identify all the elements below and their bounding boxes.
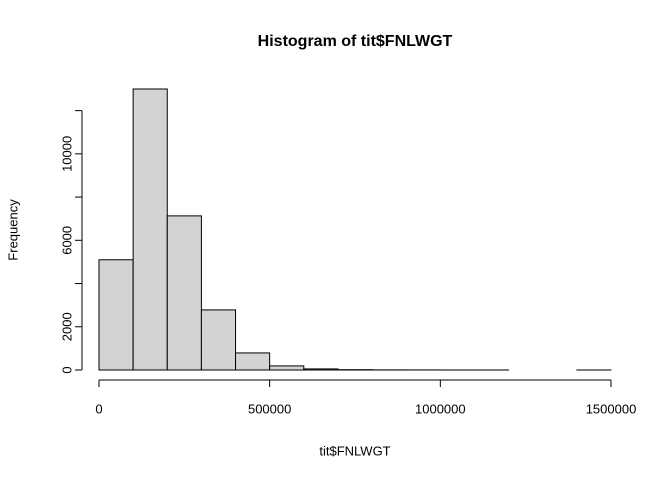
x-tick-label: 0 bbox=[95, 401, 102, 416]
y-tick-label: 0 bbox=[59, 366, 74, 373]
x-tick-label: 1000000 bbox=[415, 401, 466, 416]
y-axis-label: Frequency bbox=[5, 199, 20, 261]
bar bbox=[269, 365, 305, 371]
bar bbox=[235, 352, 271, 371]
y-tick-label: 2000 bbox=[59, 312, 74, 341]
bar bbox=[166, 215, 202, 371]
bar bbox=[303, 368, 339, 371]
bar bbox=[132, 88, 168, 371]
y-tick-label: 6000 bbox=[59, 226, 74, 255]
chart-title: Histogram of tit$FNLWGT bbox=[258, 33, 453, 50]
x-tick-label: 1500000 bbox=[586, 401, 637, 416]
bar bbox=[98, 259, 134, 371]
x-tick-label: 500000 bbox=[248, 401, 291, 416]
x-axis-label: tit$FNLWGT bbox=[319, 443, 390, 458]
bar bbox=[200, 309, 237, 371]
y-tick-label: 10000 bbox=[59, 136, 74, 172]
